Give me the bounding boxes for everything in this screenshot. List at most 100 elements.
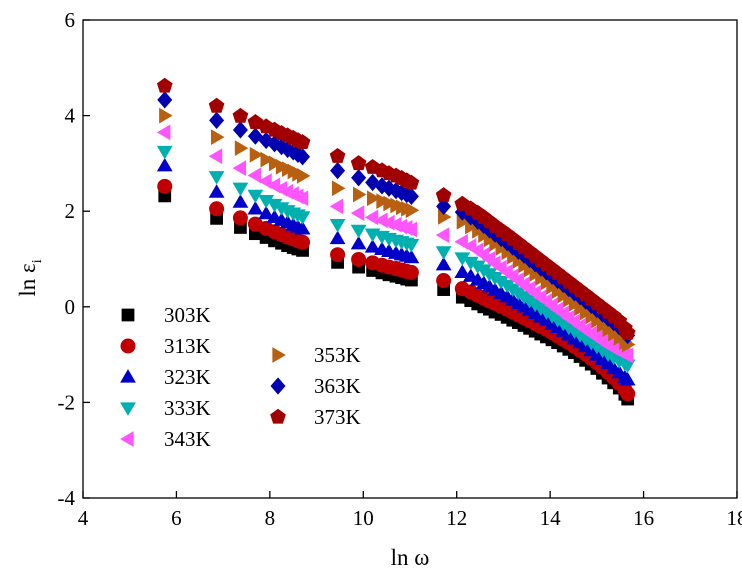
data-point <box>234 140 249 156</box>
data-point <box>330 161 346 180</box>
data-point <box>247 167 261 184</box>
data-point <box>268 155 283 172</box>
data-point <box>260 151 274 168</box>
data-point <box>436 197 452 216</box>
data-point <box>295 234 311 250</box>
x-tick-label: 8 <box>265 506 276 530</box>
data-point <box>210 129 225 145</box>
data-point <box>157 91 173 109</box>
legend-item: 323K <box>120 365 211 389</box>
series-343K <box>156 124 634 364</box>
x-tick-label: 6 <box>171 506 182 530</box>
data-point <box>258 195 274 209</box>
legend-label: 373K <box>314 405 361 429</box>
data-point <box>329 218 346 233</box>
data-point <box>435 227 450 243</box>
series-373K <box>156 77 636 340</box>
data-point <box>294 134 311 150</box>
data-point <box>157 178 173 194</box>
legend-label: 333K <box>164 396 211 420</box>
legend-marker <box>120 402 136 416</box>
data-point <box>295 148 311 166</box>
legend-label: 353K <box>314 343 361 367</box>
data-point <box>232 107 249 123</box>
legend-label: 343K <box>164 427 211 451</box>
legend-marker <box>121 308 135 322</box>
y-tick-label: 6 <box>65 8 76 32</box>
plot-frame <box>82 19 738 499</box>
legend-label: 323K <box>164 365 211 389</box>
x-axis-title: ln ω <box>391 545 430 570</box>
data-point <box>329 198 344 215</box>
legend-marker <box>120 431 134 447</box>
axes: 4 6 8 10 12 14 16 18 -4 -2 0 2 4 6 <box>58 8 742 530</box>
data-point <box>351 169 367 187</box>
data-point <box>350 235 367 250</box>
legend-item: 333K <box>120 396 211 420</box>
y-axis-title: ln εi <box>15 259 45 296</box>
data-point <box>208 184 225 198</box>
y-tick-label: 2 <box>65 199 76 223</box>
x-tick-label: 4 <box>78 506 89 530</box>
data-point <box>296 167 311 184</box>
data-point <box>619 359 636 373</box>
data-point <box>383 195 397 212</box>
data-point <box>294 190 309 207</box>
data-point <box>454 264 471 279</box>
data-point <box>208 97 225 113</box>
y-tick-label: 0 <box>65 295 76 319</box>
legend-marker <box>272 347 286 363</box>
data-point <box>232 194 249 208</box>
data-point <box>329 147 346 163</box>
data-point <box>156 145 173 160</box>
data-point <box>619 347 634 364</box>
legend-label: 303K <box>164 303 211 327</box>
data-point <box>435 256 452 271</box>
series-323K <box>156 157 636 386</box>
data-point <box>330 247 346 263</box>
data-point <box>403 187 419 206</box>
data-point <box>247 200 264 215</box>
data-point <box>331 180 346 197</box>
data-point <box>376 193 390 210</box>
data-point <box>364 209 379 226</box>
y-axis-title-main: ln ε <box>15 263 40 296</box>
y-tick-label: -4 <box>58 486 76 510</box>
data-point <box>247 189 264 204</box>
data-point <box>435 246 452 260</box>
data-point <box>436 273 452 289</box>
data-point <box>438 209 452 225</box>
y-tick-label: -2 <box>58 390 76 414</box>
data-point <box>405 202 420 219</box>
data-point <box>350 155 367 171</box>
data-point <box>619 372 636 386</box>
legend: 303K 313K 323K 333K 343K 353K 363K 373K <box>120 303 361 451</box>
legend-item: 343K <box>120 427 211 451</box>
data-point <box>403 239 420 253</box>
legend-marker <box>270 408 286 424</box>
data-point <box>365 173 381 192</box>
data-point <box>367 190 381 207</box>
data-point <box>209 201 225 217</box>
data-point <box>156 77 173 93</box>
legend-item: 313K <box>120 334 211 358</box>
data-point <box>274 138 290 156</box>
data-point <box>350 224 367 239</box>
data-point <box>351 251 367 267</box>
data-point <box>403 264 419 280</box>
plot-area: 4 6 8 10 12 14 16 18 -4 -2 0 2 4 6 303K 313K 323K 333K 34… <box>58 8 742 530</box>
x-tick-label: 14 <box>540 506 562 530</box>
data-point <box>156 157 173 172</box>
data-point <box>462 256 479 271</box>
data-point <box>294 221 311 235</box>
data-point <box>454 252 471 266</box>
data-point <box>619 324 636 340</box>
data-point <box>329 230 346 245</box>
data-point <box>232 210 248 226</box>
data-point <box>352 186 367 203</box>
data-point <box>381 214 395 231</box>
data-point <box>294 211 311 225</box>
data-point <box>350 205 365 221</box>
y-tick-label: 4 <box>65 104 76 128</box>
